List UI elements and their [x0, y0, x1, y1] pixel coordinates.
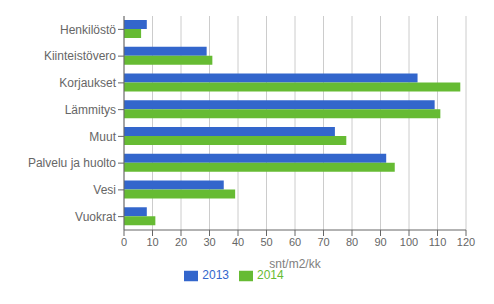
svg-text:30: 30 — [203, 236, 215, 248]
svg-text:10: 10 — [146, 236, 158, 248]
svg-text:120: 120 — [457, 236, 475, 248]
svg-text:Korjaukset: Korjaukset — [59, 76, 116, 90]
svg-text:100: 100 — [400, 236, 418, 248]
html-text:2014: 2014 — [257, 268, 284, 282]
svg-text:70: 70 — [317, 236, 329, 248]
svg-text:Vesi: Vesi — [93, 183, 116, 197]
svg-text:20: 20 — [175, 236, 187, 248]
svg-text:80: 80 — [346, 236, 358, 248]
svg-text:110: 110 — [429, 236, 447, 248]
svg-text:60: 60 — [289, 236, 301, 248]
html-text:2013: 2013 — [202, 268, 229, 282]
svg-text:Palvelu ja huolto: Palvelu ja huolto — [28, 156, 116, 170]
svg-text:Vuokrat: Vuokrat — [75, 210, 117, 224]
svg-text:Muut: Muut — [89, 130, 116, 144]
svg-text:Lämmitys: Lämmitys — [65, 103, 116, 117]
svg-text:snt/m2/kk: snt/m2/kk — [269, 257, 321, 271]
svg-text:50: 50 — [260, 236, 272, 248]
svg-text:0: 0 — [121, 236, 127, 248]
svg-text:Kiinteistövero: Kiinteistövero — [44, 49, 116, 63]
svg-text:90: 90 — [374, 236, 386, 248]
svg-text:40: 40 — [232, 236, 244, 248]
svg-text:Henkilöstö: Henkilöstö — [60, 23, 116, 37]
